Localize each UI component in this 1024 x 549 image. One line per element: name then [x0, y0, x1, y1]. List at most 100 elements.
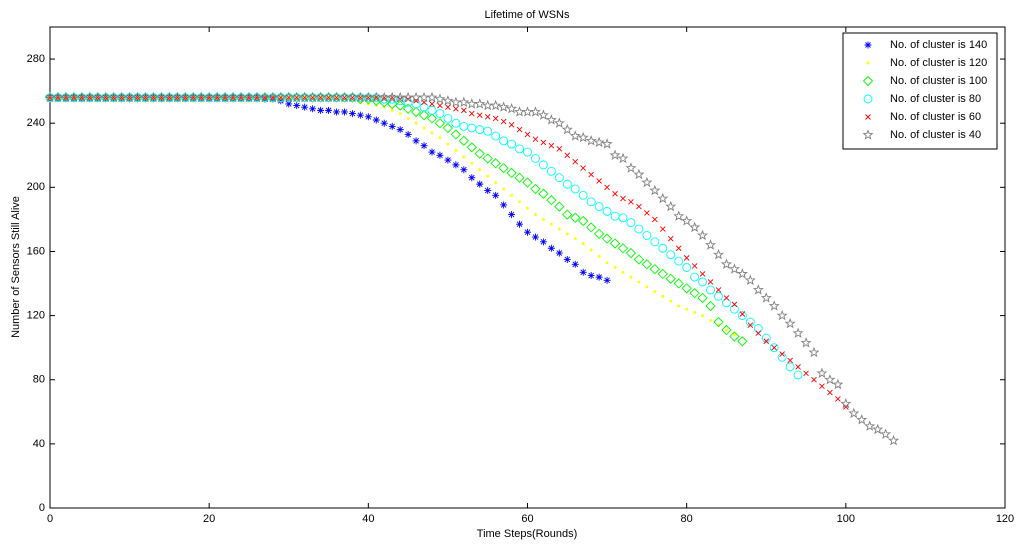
data-point [293, 102, 301, 110]
data-point [553, 117, 565, 128]
data-point [701, 314, 705, 318]
data-point [570, 184, 580, 194]
data-point [529, 106, 541, 117]
data-point [597, 254, 601, 258]
data-point [460, 166, 468, 174]
data-point [422, 126, 426, 130]
data-point [819, 383, 825, 389]
data-point [325, 106, 333, 114]
data-point [824, 373, 836, 385]
x-tick-label: 80 [681, 513, 693, 525]
data-point [470, 161, 474, 165]
data-point [665, 200, 677, 212]
data-point [657, 268, 668, 280]
data-point [434, 93, 446, 104]
data-point [478, 168, 482, 172]
data-point [556, 146, 563, 152]
data-point [625, 162, 637, 173]
y-tick-label: 160 [27, 245, 45, 257]
data-point [689, 288, 700, 299]
data-point [673, 210, 685, 221]
data-point [720, 258, 732, 269]
data-point [755, 330, 762, 337]
data-point [769, 343, 779, 353]
data-point [753, 323, 763, 333]
data-point [573, 237, 577, 241]
data-point [665, 273, 676, 284]
legend-label: No. of cluster is 120 [890, 57, 987, 69]
data-point [629, 275, 633, 279]
data-point [452, 161, 460, 169]
data-point [364, 113, 372, 121]
data-point [739, 311, 746, 317]
data-point [490, 99, 502, 111]
data-point [864, 420, 876, 431]
data-point [586, 197, 596, 207]
data-point [588, 171, 594, 178]
data-point [410, 106, 422, 118]
data-point [835, 396, 841, 402]
data-point [713, 248, 724, 260]
data-point [594, 202, 604, 212]
data-point [430, 131, 434, 135]
data-point [490, 158, 501, 169]
data-point [792, 327, 804, 338]
data-point [628, 198, 634, 205]
data-point [776, 309, 788, 321]
data-point [589, 248, 593, 252]
data-point [601, 233, 613, 244]
data-point [402, 103, 414, 114]
data-point [486, 174, 490, 178]
data-point [572, 158, 579, 165]
x-tick-label: 20 [203, 513, 215, 525]
data-point [507, 139, 517, 149]
x-tick-label: 0 [47, 513, 53, 525]
y-tick-label: 280 [27, 53, 45, 65]
data-point [808, 346, 820, 358]
data-point [697, 292, 708, 304]
data-point [699, 271, 706, 277]
data-point [557, 227, 561, 231]
legend-label: No. of cluster is 80 [890, 93, 981, 105]
data-point [443, 113, 453, 123]
data-point [650, 237, 660, 247]
data-point [681, 215, 693, 226]
data-point [419, 102, 429, 112]
data-point [442, 122, 454, 134]
data-point [524, 228, 531, 236]
data-point [508, 121, 515, 128]
data-point [458, 135, 469, 146]
data-point [538, 188, 549, 199]
data-point [474, 98, 486, 109]
y-tick-label: 200 [27, 181, 45, 193]
data-point [491, 131, 501, 141]
x-tick-label: 40 [362, 513, 374, 525]
data-point [562, 179, 572, 189]
data-point [714, 291, 723, 301]
data-point [502, 187, 506, 191]
x-tick-label: 100 [837, 513, 855, 525]
data-point [522, 177, 533, 188]
data-point [571, 260, 579, 268]
data-point [793, 370, 803, 380]
data-point [602, 206, 612, 216]
data-point [625, 247, 637, 259]
data-point [426, 91, 438, 103]
data-point [604, 184, 610, 191]
data-point [451, 118, 461, 128]
data-point [510, 193, 514, 197]
data-point [653, 290, 657, 293]
data-point [390, 108, 394, 112]
data-point [420, 142, 428, 150]
data-point [578, 190, 588, 200]
data-point [596, 178, 602, 184]
data-point [691, 263, 698, 269]
data-point [683, 255, 690, 261]
data-point [562, 209, 573, 220]
data-point [603, 276, 611, 284]
data-point [779, 351, 785, 357]
data-point [617, 243, 629, 254]
data-point [454, 149, 458, 152]
data-point [677, 304, 681, 308]
